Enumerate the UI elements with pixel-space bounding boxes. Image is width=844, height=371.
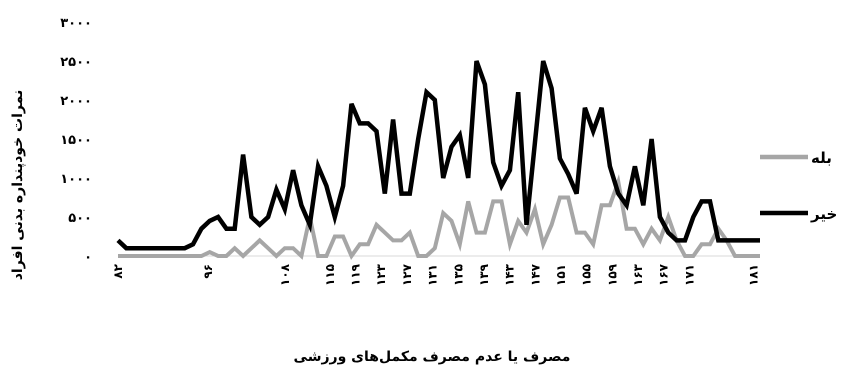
x-tick-label: ۱۴۷ (528, 263, 542, 286)
x-tick-label: ۱۲۷ (400, 263, 414, 286)
x-tick-label: ۱۱۹ (349, 263, 363, 286)
x-tick-label: ۱۲۳ (374, 263, 388, 286)
x-tick-label: ۱۵۹ (605, 263, 619, 286)
x-tick-label: ۹۶ (201, 264, 215, 279)
x-tick-label: ۱۱۵ (323, 264, 337, 286)
x-tick-label: ۱۰۸ (278, 263, 292, 286)
x-tick-label: ۱۵۱ (554, 264, 568, 286)
y-tick-label: ۰ (84, 250, 92, 265)
x-axis-ticks: ۸۲ ۹۶ ۱۰۸ ۱۱۵ ۱۱۹ ۱۲۳ ۱۲۷ ۱۳۱ ۱۳۵ ۱۳۹ ۱۴۳ ۱۴۷ ۱۵۱ ۱۵۵… (111, 263, 761, 286)
y-axis-title: نمرات خودپنداره بدنی افراد (10, 90, 26, 281)
y-tick-label: ۱۵۰۰ (60, 133, 92, 148)
legend-label: بله (811, 149, 832, 167)
series-line-yes (118, 174, 760, 261)
x-tick-label: ۱۴۳ (503, 263, 517, 286)
x-tick-label: ۱۳۱ (426, 264, 440, 286)
y-tick-label: ۳۰۰۰ (60, 16, 92, 31)
x-tick-label: ۸۲ (111, 263, 125, 278)
x-tick-label: ۱۵۵ (580, 264, 594, 286)
y-tick-label: ۲۵۰۰ (60, 55, 92, 70)
x-tick-label: ۱۳۵ (451, 264, 465, 286)
series-layer (116, 60, 760, 261)
legend: بله خیر (760, 149, 837, 223)
x-tick-label: ۱۶۷ (657, 263, 671, 286)
x-tick-label: ۱۸۱ (747, 264, 761, 286)
x-tick-label: ۱۶۳ (631, 263, 645, 286)
y-axis-ticks: ۰ ۵۰۰ ۱۰۰۰ ۱۵۰۰ ۲۰۰۰ ۲۵۰۰ ۳۰۰۰ (60, 16, 92, 265)
y-tick-label: ۱۰۰۰ (60, 172, 92, 187)
series-line-no (116, 60, 760, 251)
x-tick-label: ۱۳۹ (477, 263, 491, 286)
x-axis-title: مصرف یا عدم مصرف مکمل‌های ورزشی (294, 349, 571, 365)
legend-label: خیر (810, 205, 837, 223)
x-tick-label: ۱۷۱ (682, 264, 696, 286)
y-tick-label: ۲۰۰۰ (60, 94, 92, 109)
y-tick-label: ۵۰۰ (68, 211, 92, 226)
